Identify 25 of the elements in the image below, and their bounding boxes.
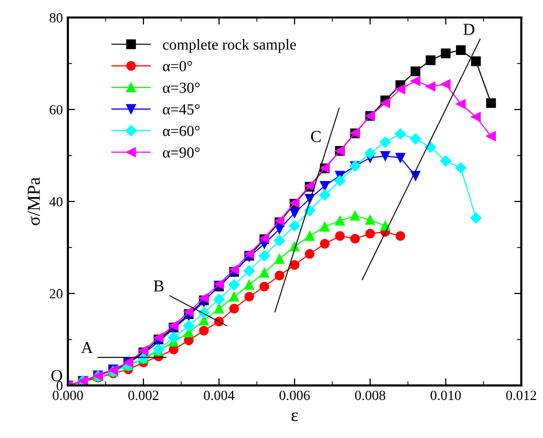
y-tick-label: 40	[49, 197, 62, 206]
y-tick-label: 0	[56, 381, 62, 390]
legend-label: α=45°	[162, 104, 200, 115]
x-axis-title: ε	[291, 412, 298, 422]
x-tick-label: 0.006	[279, 390, 310, 400]
x-tick-label: 0.012	[506, 390, 536, 400]
y-tick-label: 80	[50, 13, 62, 22]
legend-label: α=0°	[162, 61, 192, 72]
legend-label: α=90°	[162, 147, 200, 158]
annotation: B	[154, 280, 164, 292]
annotation: A	[81, 342, 93, 354]
y-axis-title: σ/MPa	[28, 177, 40, 226]
y-tick-label: 60	[50, 105, 62, 114]
x-tick-label: 0.010	[430, 390, 461, 400]
annotation: D	[463, 24, 474, 35]
annotation: C	[311, 130, 321, 142]
y-tick-label: 20	[50, 289, 62, 298]
x-tick-label: 0.004	[204, 390, 234, 400]
x-tick-label: 0.008	[355, 390, 386, 400]
legend-label: α=30°	[162, 82, 200, 93]
x-tick-label: 0.000	[52, 390, 83, 400]
legend-label: α=60°	[162, 126, 200, 136]
legend-label: complete rock sample	[162, 39, 296, 53]
x-tick-label: 0.002	[128, 390, 158, 400]
annotation: O	[51, 370, 62, 382]
